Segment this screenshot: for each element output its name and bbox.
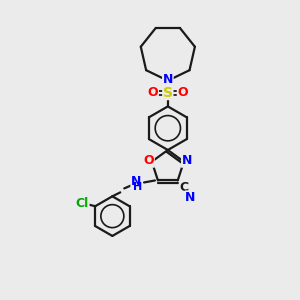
Text: O: O	[143, 154, 154, 167]
Text: H: H	[133, 182, 142, 192]
Text: N: N	[185, 191, 196, 204]
Text: O: O	[177, 86, 188, 99]
Text: S: S	[163, 85, 173, 100]
Text: C: C	[179, 181, 188, 194]
Text: O: O	[148, 86, 158, 99]
Text: N: N	[163, 73, 173, 86]
Text: N: N	[182, 154, 192, 167]
Text: N: N	[131, 175, 141, 188]
Text: Cl: Cl	[76, 197, 89, 210]
